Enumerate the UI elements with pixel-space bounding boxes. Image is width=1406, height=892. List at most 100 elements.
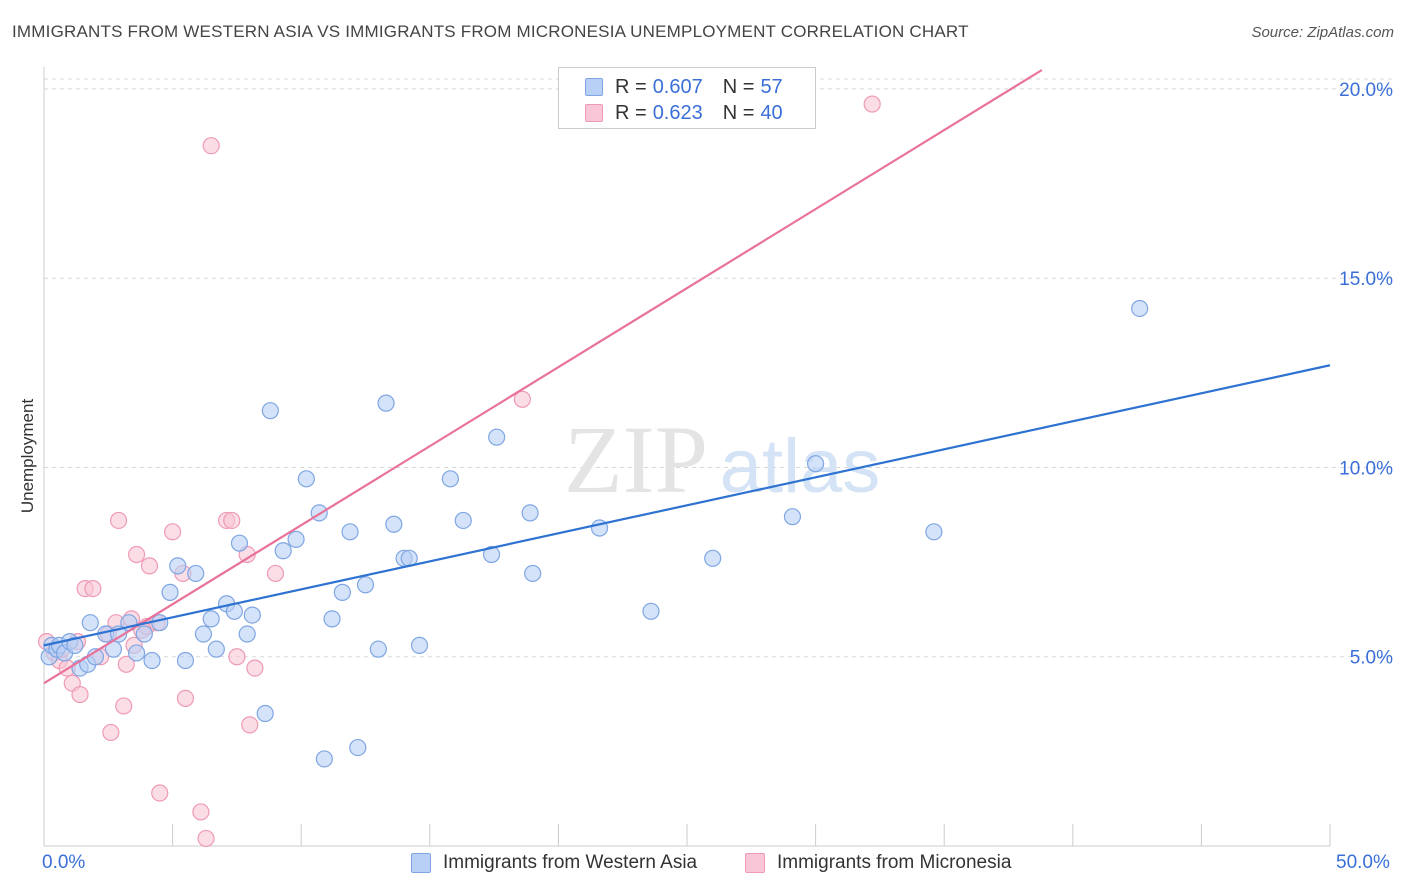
- data-point: [207, 640, 225, 658]
- legend-item-western-asia: Immigrants from Western Asia: [411, 852, 697, 874]
- data-point: [482, 545, 501, 564]
- legend-swatch-pink: [745, 853, 765, 873]
- data-point: [642, 602, 660, 620]
- legend-item-micronesia: Immigrants from Micronesia: [745, 852, 1011, 874]
- watermark: ZIP atlas: [564, 406, 880, 513]
- data-point: [806, 455, 825, 473]
- data-point: [369, 640, 387, 658]
- data-point: [151, 614, 169, 632]
- legend-n-value: 57: [760, 75, 783, 98]
- legend-r-label: R =: [615, 101, 647, 124]
- data-point: [454, 511, 472, 530]
- data-point: [187, 564, 205, 583]
- western-asia-points: [40, 299, 1149, 768]
- legend-swatch-blue: [411, 853, 431, 873]
- data-point: [151, 784, 169, 802]
- data-point: [441, 470, 459, 488]
- data-point: [140, 557, 159, 575]
- data-point: [115, 697, 133, 715]
- y-tick-label: 15.0%: [1339, 269, 1393, 290]
- data-point: [783, 508, 802, 526]
- data-point: [377, 394, 395, 412]
- legend-r-value: 0.623: [652, 101, 703, 124]
- data-point: [197, 829, 215, 848]
- stats-legend: R = 0.607 N = 57 R = 0.623 N = 40: [558, 67, 816, 129]
- data-point: [161, 583, 179, 601]
- data-point: [102, 723, 120, 742]
- data-point: [127, 644, 146, 662]
- data-point: [925, 523, 943, 541]
- data-point: [66, 636, 84, 654]
- grid-lines: [44, 78, 1392, 658]
- legend-row-micronesia: R = 0.623 N = 40: [585, 101, 789, 125]
- data-point: [223, 511, 241, 530]
- y-tick-label: 20.0%: [1339, 80, 1393, 101]
- data-point: [256, 704, 274, 723]
- y-tick-labels: 5.0% 10.0% 15.0% 20.0%: [1339, 80, 1393, 669]
- legend-label-micronesia: Immigrants from Micronesia: [777, 852, 1012, 873]
- data-point: [297, 470, 315, 488]
- legend-n-label: N =: [722, 101, 755, 124]
- watermark-zip: ZIP: [564, 406, 708, 513]
- data-point: [228, 648, 246, 666]
- data-point: [287, 530, 305, 548]
- legend-n-label: N =: [722, 75, 755, 98]
- trend-lines: [43, 69, 1331, 685]
- y-tick-label: 10.0%: [1339, 458, 1393, 479]
- data-point: [410, 636, 429, 654]
- data-point: [135, 625, 153, 643]
- data-point: [333, 583, 351, 601]
- legend-swatch-blue: [585, 78, 603, 96]
- legend-swatch-pink: [585, 104, 603, 122]
- data-point: [241, 716, 259, 734]
- legend-r-value: 0.607: [652, 75, 703, 98]
- series-legend: Immigrants from Western Asia Immigrants …: [0, 852, 1406, 878]
- data-point: [117, 655, 135, 673]
- data-point: [315, 750, 333, 768]
- data-point: [863, 95, 881, 113]
- data-point: [1131, 299, 1149, 318]
- axes: [43, 67, 1331, 847]
- data-point: [192, 803, 210, 821]
- watermark-atlas: atlas: [720, 424, 881, 509]
- data-point: [109, 511, 128, 530]
- legend-n-value: 40: [760, 101, 783, 124]
- data-point: [143, 651, 161, 670]
- legend-r-label: R =: [615, 75, 647, 98]
- data-point: [349, 738, 367, 757]
- x-axis-min-label: 0.0%: [42, 852, 86, 873]
- data-point: [202, 137, 220, 155]
- data-point: [243, 606, 261, 624]
- data-point: [524, 564, 542, 583]
- data-point: [194, 625, 213, 643]
- data-point: [176, 689, 195, 707]
- legend-row-western-asia: R = 0.607 N = 57: [585, 75, 789, 99]
- data-point: [356, 576, 375, 594]
- data-point: [513, 390, 531, 408]
- data-point: [169, 557, 187, 575]
- data-point: [238, 625, 256, 643]
- data-point: [230, 534, 249, 552]
- chart-title: IMMIGRANTS FROM WESTERN ASIA VS IMMIGRAN…: [12, 22, 969, 41]
- x-axis-max-label: 50.0%: [1336, 852, 1390, 873]
- data-point: [261, 402, 279, 420]
- data-point: [521, 504, 539, 522]
- data-point: [246, 659, 264, 677]
- source-credit: Source: ZipAtlas.com: [1251, 24, 1394, 41]
- data-point: [266, 564, 285, 583]
- data-point: [176, 651, 195, 670]
- data-point: [71, 685, 89, 704]
- data-point: [81, 614, 99, 632]
- data-point: [488, 428, 506, 446]
- data-point: [323, 610, 341, 628]
- data-point: [164, 523, 182, 541]
- data-point: [341, 523, 359, 541]
- data-point: [274, 542, 292, 560]
- trend-line-western-asia: [43, 364, 1331, 647]
- data-point: [704, 549, 722, 567]
- y-tick-label: 5.0%: [1350, 648, 1393, 669]
- data-point: [202, 610, 220, 628]
- data-point: [84, 579, 102, 598]
- data-point: [385, 515, 403, 533]
